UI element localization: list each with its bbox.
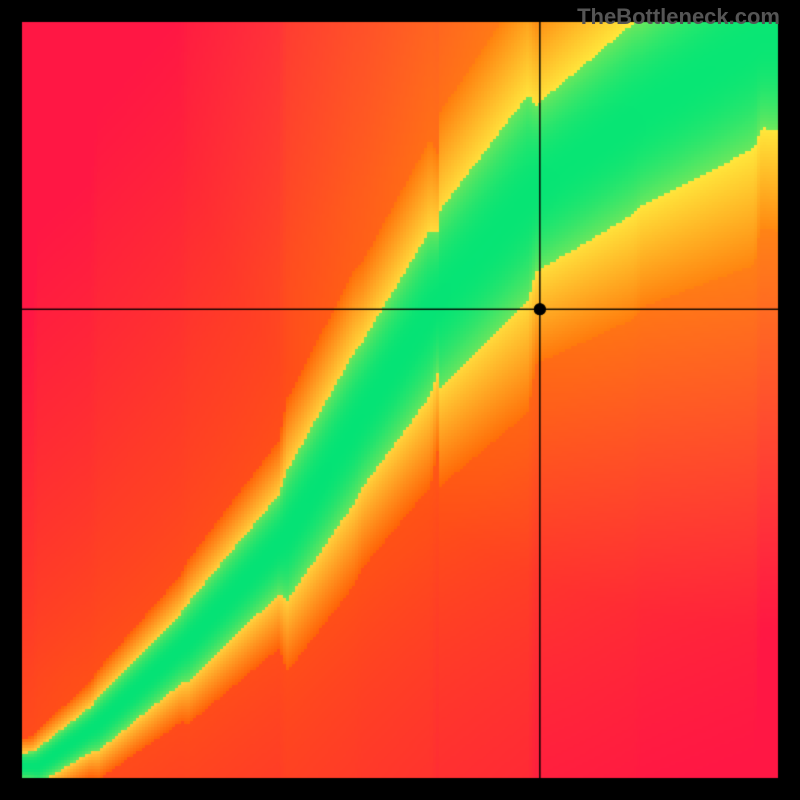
chart-container: TheBottleneck.com [0, 0, 800, 800]
watermark-text: TheBottleneck.com [577, 4, 780, 30]
bottleneck-heatmap [0, 0, 800, 800]
